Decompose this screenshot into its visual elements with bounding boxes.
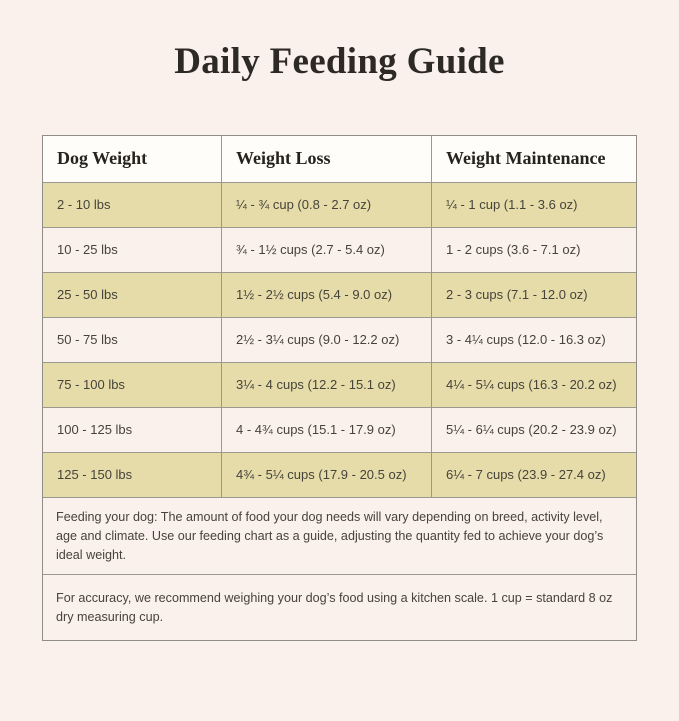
- dog-weight-cell: 125 - 150 lbs: [57, 467, 133, 483]
- weight-loss-cell: 2½ - 3¼ cups (9.0 - 12.2 oz): [221, 317, 431, 362]
- weight-loss-cell: 3¼ - 4 cups (12.2 - 15.1 oz): [221, 362, 431, 407]
- weight-maintenance-cell: 2 - 3 cups (7.1 - 12.0 oz): [431, 272, 636, 317]
- table-row: 25 - 50 lbs 1½ - 2½ cups (5.4 - 9.0 oz) …: [43, 271, 636, 317]
- dog-weight-cell: 100 - 125 lbs: [57, 422, 133, 438]
- weight-maintenance-cell: ¼ - 1 cup (1.1 - 3.6 oz): [431, 182, 636, 227]
- dog-weight-cell: 50 - 75 lbs: [57, 332, 118, 348]
- column-header-dog-weight: Dog Weight: [57, 148, 148, 169]
- table-row: 125 - 150 lbs 4¾ - 5¼ cups (17.9 - 20.5 …: [43, 451, 636, 497]
- weight-maintenance-cell: 4¼ - 5¼ cups (16.3 - 20.2 oz): [431, 362, 636, 407]
- weight-loss-cell: 4¾ - 5¼ cups (17.9 - 20.5 oz): [221, 452, 431, 497]
- feeding-guide-table: Dog Weight Weight Loss Weight Maintenanc…: [42, 134, 637, 641]
- weight-maintenance-cell: 5¼ - 6¼ cups (20.2 - 23.9 oz): [431, 407, 636, 452]
- measuring-accuracy-note: For accuracy, we recommend weighing your…: [43, 573, 636, 640]
- table-row: 100 - 125 lbs 4 - 4¾ cups (15.1 - 17.9 o…: [43, 406, 636, 452]
- table-row: 2 - 10 lbs ¼ - ¾ cup (0.8 - 2.7 oz) ¼ - …: [43, 181, 636, 227]
- weight-loss-cell: ¼ - ¾ cup (0.8 - 2.7 oz): [221, 182, 431, 227]
- feeding-guidance-note: Feeding your dog: The amount of food you…: [43, 496, 636, 574]
- column-header-weight-loss: Weight Loss: [221, 135, 431, 182]
- table-row: 75 - 100 lbs 3¼ - 4 cups (12.2 - 15.1 oz…: [43, 361, 636, 407]
- dog-weight-cell: 2 - 10 lbs: [57, 197, 111, 213]
- weight-loss-cell: ¾ - 1½ cups (2.7 - 5.4 oz): [221, 227, 431, 272]
- weight-maintenance-cell: 1 - 2 cups (3.6 - 7.1 oz): [431, 227, 636, 272]
- table-row: 50 - 75 lbs 2½ - 3¼ cups (9.0 - 12.2 oz)…: [43, 316, 636, 362]
- weight-loss-cell: 1½ - 2½ cups (5.4 - 9.0 oz): [221, 272, 431, 317]
- column-header-weight-maintenance: Weight Maintenance: [431, 135, 636, 182]
- weight-maintenance-cell: 3 - 4¼ cups (12.0 - 16.3 oz): [431, 317, 636, 362]
- page-title: Daily Feeding Guide: [174, 41, 505, 82]
- table-header-row: Dog Weight Weight Loss Weight Maintenanc…: [43, 135, 636, 182]
- weight-maintenance-cell: 6¼ - 7 cups (23.9 - 27.4 oz): [431, 452, 636, 497]
- dog-weight-cell: 25 - 50 lbs: [57, 287, 118, 303]
- dog-weight-cell: 10 - 25 lbs: [57, 242, 118, 258]
- weight-loss-cell: 4 - 4¾ cups (15.1 - 17.9 oz): [221, 407, 431, 452]
- table-row: 10 - 25 lbs ¾ - 1½ cups (2.7 - 5.4 oz) 1…: [43, 226, 636, 272]
- dog-weight-cell: 75 - 100 lbs: [57, 377, 125, 393]
